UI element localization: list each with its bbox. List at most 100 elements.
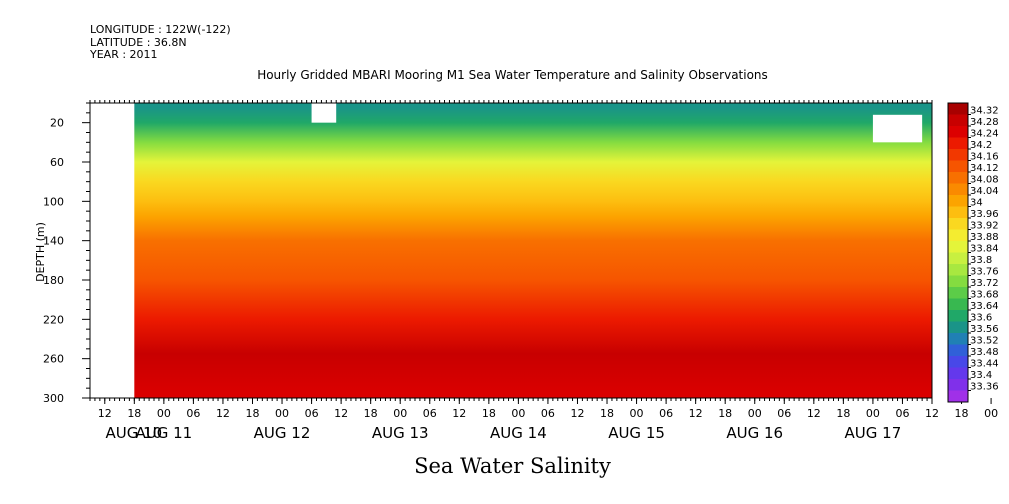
x-axis-title: Sea Water Salinity <box>414 454 611 478</box>
colorbar-label: 33.44 <box>970 359 999 370</box>
colorbar-swatch <box>948 126 968 138</box>
x-hour-label: 18 <box>482 407 496 420</box>
missing-data-block <box>872 114 923 143</box>
colorbar-label: 34.12 <box>970 163 999 174</box>
x-hour-label: 06 <box>659 407 673 420</box>
x-hour-label: 12 <box>452 407 466 420</box>
y-tick-label: 20 <box>50 117 64 130</box>
colorbar-label: 33.96 <box>970 209 999 220</box>
colorbar-label: 33.76 <box>970 267 999 278</box>
missing-data-blocks <box>311 103 923 143</box>
colorbar-swatch <box>948 206 968 219</box>
x-hour-label: 06 <box>305 407 319 420</box>
x-hour-label: 18 <box>245 407 259 420</box>
colorbar-swatch <box>948 149 968 161</box>
colorbar-label: 33.56 <box>970 324 999 335</box>
colorbar-label: 33.6 <box>970 313 992 324</box>
x-hour-label: 18 <box>364 407 378 420</box>
x-hour-label: 12 <box>570 407 584 420</box>
x-hour-label: 06 <box>777 407 791 420</box>
x-hour-label: 18 <box>127 407 141 420</box>
colorbar-swatch <box>948 183 968 196</box>
longitude-label: LONGITUDE : 122W(-122) <box>90 23 231 36</box>
colorbar-label: 33.4 <box>970 370 992 381</box>
colorbar-swatch <box>948 241 968 253</box>
colorbar-label: 34.08 <box>970 175 999 186</box>
colorbar-swatch <box>948 114 968 127</box>
x-hour-label: 00 <box>275 407 289 420</box>
colorbar: 34.3234.2834.2434.234.1634.1234.0834.043… <box>947 102 999 403</box>
colorbar-swatch <box>948 137 968 150</box>
latitude-label: LATITUDE : 36.8N <box>90 35 187 49</box>
colorbar-swatch <box>948 275 968 288</box>
colorbar-swatch <box>948 264 968 276</box>
colorbar-swatch <box>948 252 968 265</box>
x-hour-label: 18 <box>600 407 614 420</box>
colorbar-swatch <box>948 172 968 184</box>
x-hour-label: 12 <box>689 407 703 420</box>
colorbar-label: 34.16 <box>970 152 999 163</box>
x-day-label: AUG 14 <box>490 424 547 442</box>
colorbar-swatch <box>948 287 968 299</box>
x-hour-label: 12 <box>216 407 230 420</box>
y-tick-label: 60 <box>50 156 64 169</box>
colorbar-label: 34.04 <box>970 186 999 197</box>
missing-data-block <box>311 103 337 123</box>
colorbar-label: 33.48 <box>970 347 999 358</box>
x-hour-label: 00 <box>157 407 171 420</box>
colorbar-swatch <box>948 310 968 322</box>
x-day-label: AUG 16 <box>726 424 783 442</box>
year-label: YEAR : 2011 <box>90 48 158 61</box>
x-hour-label: 00 <box>393 407 407 420</box>
x-axis-title-wrap: Sea Water Salinity <box>0 454 1009 478</box>
y-axis-label: DEPTH (m) <box>34 222 47 282</box>
x-hour-label: 18 <box>955 407 969 420</box>
x-day-label: AUG 10 <box>106 424 163 442</box>
colorbar-swatch <box>948 321 968 334</box>
colorbar-label: 34.2 <box>970 140 992 151</box>
x-hour-label: 12 <box>807 407 821 420</box>
x-axis: 12 18 00 06 12 18 00 06 12 18 00 06 12 18 00 06 12 18 00 06… <box>89 100 998 442</box>
x-day-label: AUG 12 <box>254 424 311 442</box>
chart-title: Hourly Gridded MBARI Mooring M1 Sea Wate… <box>257 68 768 82</box>
x-hour-label: 06 <box>895 407 909 420</box>
x-hour-label: 06 <box>423 407 437 420</box>
heatmap-field <box>134 103 932 398</box>
colorbar-label: 34.28 <box>970 117 999 128</box>
colorbar-swatch <box>948 298 968 311</box>
x-hour-label: 00 <box>748 407 762 420</box>
colorbar-label: 34.24 <box>970 129 999 140</box>
x-hour-label: 00 <box>630 407 644 420</box>
metadata-block: LONGITUDE : 122W(-122) LATITUDE : 36.8N … <box>90 23 231 62</box>
colorbar-swatch <box>948 390 968 403</box>
colorbar-swatch <box>948 344 968 357</box>
colorbar-label: 33.64 <box>970 301 999 312</box>
colorbar-swatch <box>948 356 968 368</box>
x-hour-label: 18 <box>718 407 732 420</box>
salinity-field <box>134 103 932 398</box>
x-hour-label: 18 <box>836 407 850 420</box>
x-hour-label: 06 <box>186 407 200 420</box>
x-day-label: AUG 11 <box>136 424 193 442</box>
colorbar-swatch <box>948 367 968 380</box>
y-tick-label: 100 <box>43 195 64 208</box>
colorbar-label: 33.84 <box>970 244 999 255</box>
x-hour-label: 12 <box>925 407 939 420</box>
colorbar-swatch <box>948 160 968 173</box>
x-hour-label: 00 <box>511 407 525 420</box>
x-day-label: AUG 17 <box>845 424 902 442</box>
colorbar-label: 33.68 <box>970 290 999 301</box>
y-tick-label: 260 <box>43 353 64 366</box>
colorbar-label: 33.8 <box>970 255 992 266</box>
y-tick-label: 220 <box>43 313 64 326</box>
colorbar-label: 33.52 <box>970 336 999 347</box>
y-tick-label: 180 <box>43 274 64 287</box>
y-tick-label: 140 <box>43 235 64 248</box>
y-tick-label: 300 <box>43 392 64 405</box>
x-day-label: AUG 13 <box>372 424 429 442</box>
x-day-label: AUG 15 <box>608 424 665 442</box>
x-hour-label: 12 <box>98 407 112 420</box>
x-hour-label: 06 <box>541 407 555 420</box>
colorbar-label: 33.92 <box>970 221 999 232</box>
